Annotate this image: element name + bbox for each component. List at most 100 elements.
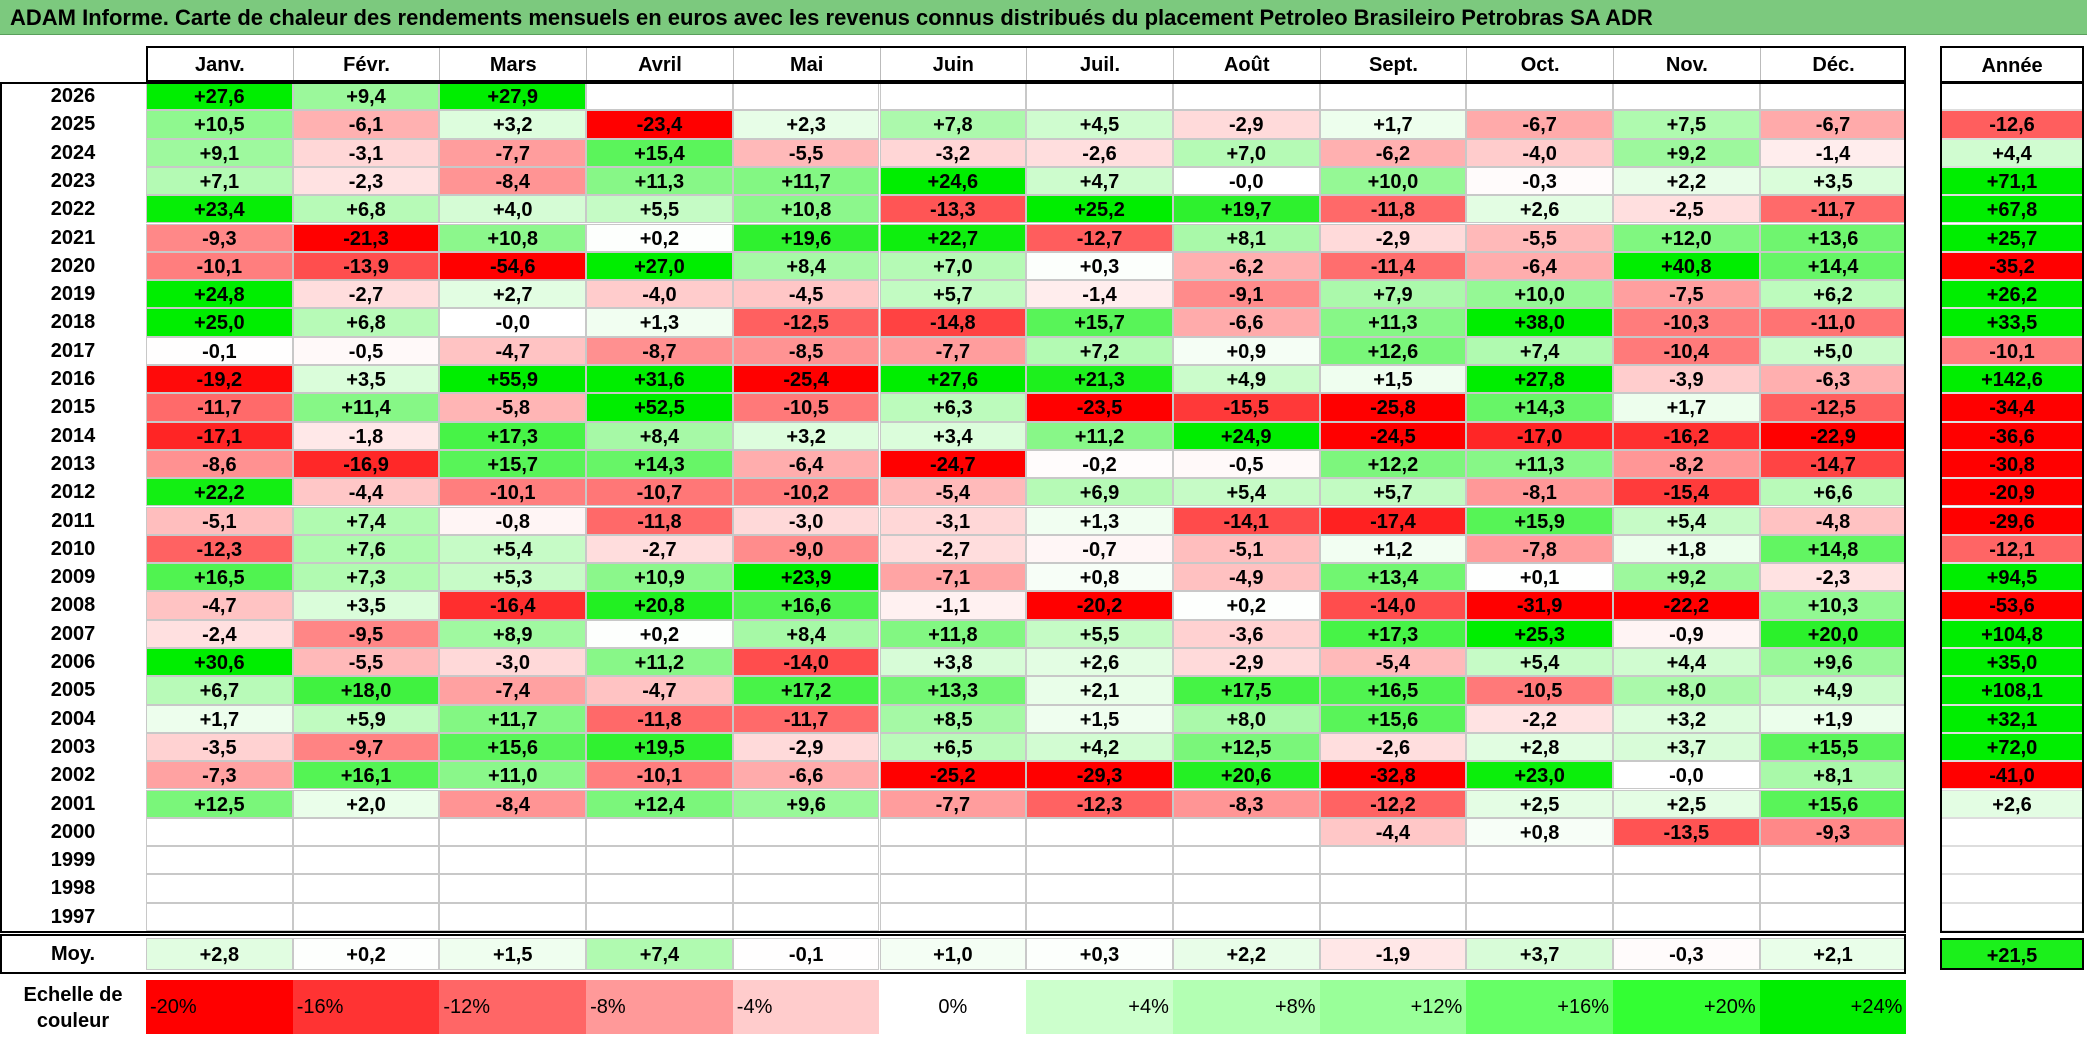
heatmap-cell <box>732 902 880 931</box>
heatmap-cell <box>1319 846 1467 875</box>
annual-cell <box>1940 817 2084 847</box>
heatmap-cell: +4,4 <box>1613 648 1760 677</box>
heatmap-cell: +10,8 <box>732 195 880 224</box>
heatmap-cell: +25,3 <box>1466 619 1613 648</box>
heatmap-cell: -3,2 <box>879 138 1027 167</box>
heatmap-cell: -4,0 <box>586 280 733 309</box>
page-title: ADAM Informe. Carte de chaleur des rende… <box>0 0 2087 35</box>
year-label: 2018 <box>0 308 146 337</box>
annual-cell: +26,2 <box>1940 280 2084 309</box>
average-cell: +1,0 <box>879 938 1027 970</box>
heatmap-cell: +11,7 <box>439 704 587 733</box>
heatmap-cell: +55,9 <box>439 365 587 394</box>
heatmap-cell: +0,8 <box>1026 563 1173 592</box>
heatmap-cell: +11,3 <box>586 166 733 196</box>
average-cell: +3,7 <box>1466 938 1613 970</box>
heatmap-cell: -25,8 <box>1319 393 1467 422</box>
heatmap-cell: +0,3 <box>1026 251 1173 281</box>
heatmap-cell: -11,8 <box>586 704 733 733</box>
heatmap-cell: +22,7 <box>879 223 1027 252</box>
heatmap-cell: +20,6 <box>1172 761 1320 790</box>
heatmap-cell: -5,5 <box>732 138 880 167</box>
heatmap-cell: +12,0 <box>1613 223 1760 252</box>
month-header: Juin <box>879 46 1027 82</box>
heatmap-cell <box>1026 817 1173 847</box>
heatmap-cell <box>1613 902 1760 931</box>
month-header: Mars <box>439 46 587 82</box>
heatmap-cell: +15,7 <box>439 449 587 479</box>
annual-cell: +4,4 <box>1940 138 2084 167</box>
heatmap-cell <box>1319 82 1467 111</box>
average-cell: +1,5 <box>439 938 587 970</box>
year-label: 2002 <box>0 761 146 790</box>
heatmap-cell: +17,3 <box>439 421 587 450</box>
year-label: 2019 <box>0 280 146 309</box>
heatmap-cell: -8,2 <box>1613 449 1760 479</box>
heatmap-cell: -14,0 <box>732 648 880 677</box>
heatmap-cell: -0,1 <box>146 336 293 365</box>
heatmap-cell: -2,9 <box>732 732 880 762</box>
heatmap-cell: +38,0 <box>1466 308 1613 337</box>
heatmap-cell: -0,8 <box>439 506 587 535</box>
heatmap-cell: +0,1 <box>1466 563 1613 592</box>
heatmap-cell: +12,2 <box>1319 449 1467 479</box>
heatmap-cell <box>1172 82 1320 111</box>
heatmap-cell: -0,5 <box>1172 449 1320 479</box>
heatmap-cell: +6,7 <box>146 676 293 705</box>
heatmap-cell: -16,2 <box>1613 421 1760 450</box>
heatmap-cell: -2,7 <box>586 534 733 564</box>
heatmap-cell <box>1466 902 1613 931</box>
heatmap-cell: +11,2 <box>1026 421 1173 450</box>
heatmap-cell: +25,2 <box>1026 195 1173 224</box>
annual-cell: +25,7 <box>1940 223 2084 252</box>
heatmap-cell: -8,3 <box>1172 789 1320 818</box>
heatmap-cell: +4,9 <box>1172 365 1320 394</box>
heatmap-cell: -2,3 <box>1759 563 1907 592</box>
heatmap-cell: +7,4 <box>1466 336 1613 365</box>
heatmap-cell: -11,7 <box>732 704 880 733</box>
heatmap-cell: +7,3 <box>292 563 440 592</box>
scale-swatch: -8% <box>586 980 733 1034</box>
heatmap-cell: -4,4 <box>1319 817 1467 847</box>
heatmap-cell: +18,0 <box>292 676 440 705</box>
heatmap-cell: +8,4 <box>732 619 880 648</box>
heatmap-cell: -12,2 <box>1319 789 1467 818</box>
heatmap-cell: +16,5 <box>146 563 293 592</box>
heatmap-cell: -16,4 <box>439 591 587 620</box>
heatmap-cell: -10,5 <box>1466 676 1613 705</box>
year-label: 2001 <box>0 789 146 818</box>
heatmap-cell: +10,3 <box>1759 591 1907 620</box>
heatmap-cell: -7,7 <box>439 138 587 167</box>
heatmap-cell: -8,5 <box>732 336 880 365</box>
heatmap-cell: +8,4 <box>732 251 880 281</box>
heatmap-cell: -4,0 <box>1466 138 1613 167</box>
heatmap-cell: -14,8 <box>879 308 1027 337</box>
heatmap-cell <box>586 82 733 111</box>
heatmap-cell: -17,4 <box>1319 506 1467 535</box>
heatmap-cell: -12,3 <box>146 534 293 564</box>
heatmap-cell <box>1466 874 1613 903</box>
year-label: 2025 <box>0 110 146 139</box>
heatmap-cell: +5,4 <box>1466 648 1613 677</box>
scale-swatch: +16% <box>1466 980 1613 1034</box>
heatmap-cell: -7,7 <box>879 789 1027 818</box>
heatmap-cell: +17,3 <box>1319 619 1467 648</box>
heatmap-cell: -1,8 <box>292 421 440 450</box>
heatmap-cell <box>732 846 880 875</box>
scale-swatch: -20% <box>146 980 293 1034</box>
heatmap-cell: -4,8 <box>1759 506 1907 535</box>
heatmap-cell: +11,3 <box>1319 308 1467 337</box>
heatmap-cell: +3,7 <box>1613 732 1760 762</box>
heatmap-cell: +2,7 <box>439 280 587 309</box>
heatmap-cell: -5,5 <box>1466 223 1613 252</box>
heatmap-cell: +13,4 <box>1319 563 1467 592</box>
year-label: 2003 <box>0 732 146 762</box>
heatmap-cell: +16,6 <box>732 591 880 620</box>
heatmap-cell <box>1759 902 1907 931</box>
heatmap-cell: -5,8 <box>439 393 587 422</box>
heatmap-cell <box>1613 82 1760 111</box>
heatmap-cell: +5,0 <box>1759 336 1907 365</box>
heatmap-cell: +11,2 <box>586 648 733 677</box>
heatmap-cell: +16,1 <box>292 761 440 790</box>
heatmap-cell: +7,8 <box>879 110 1027 139</box>
